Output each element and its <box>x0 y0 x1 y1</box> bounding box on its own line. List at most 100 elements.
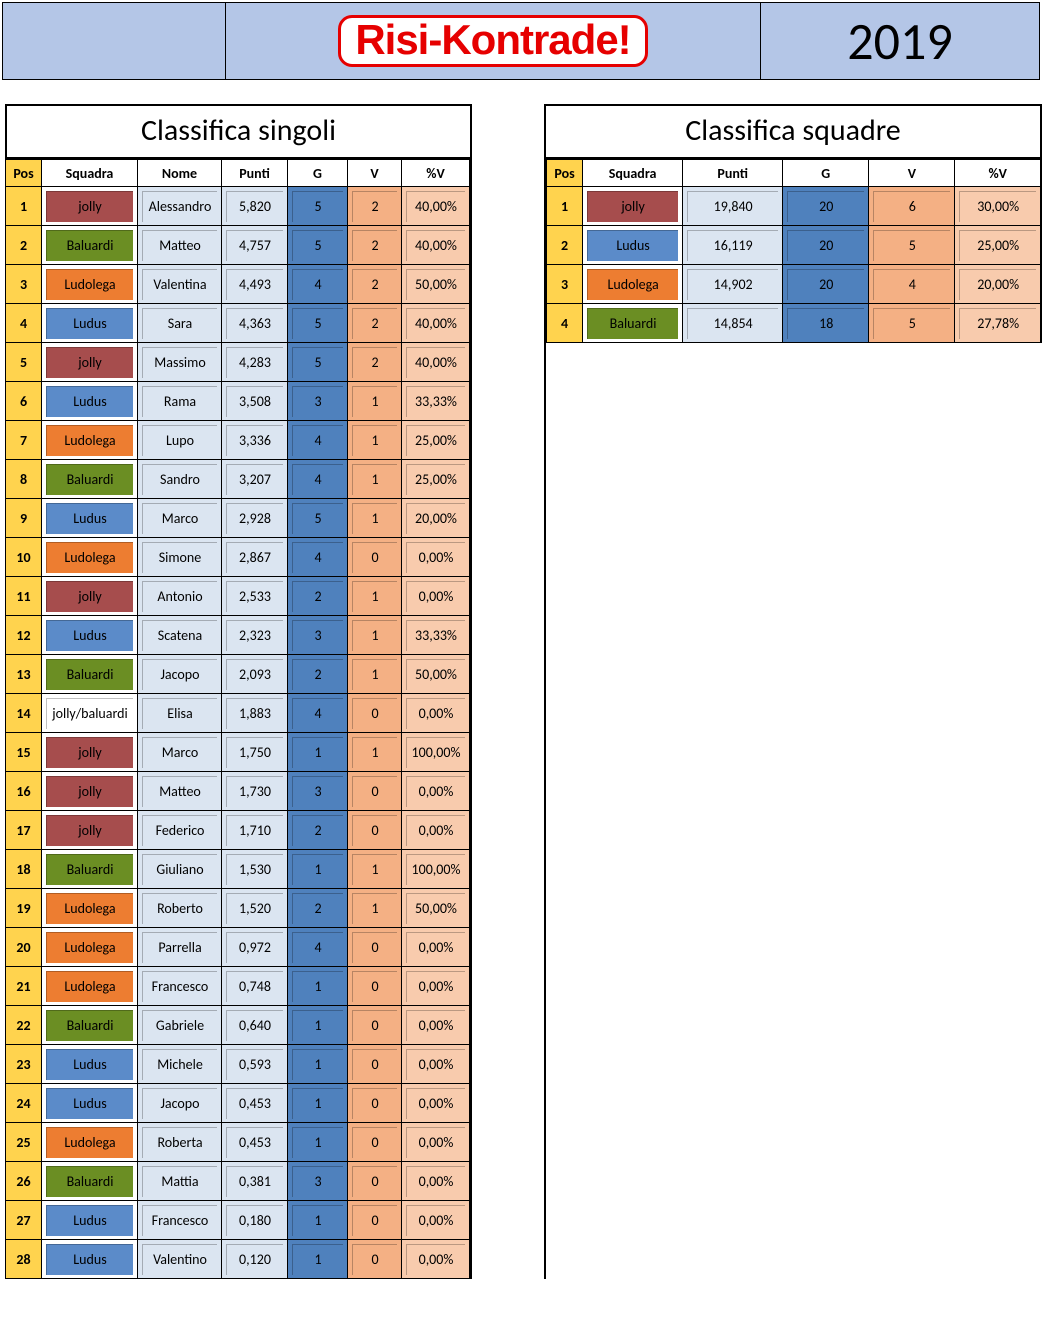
cell-pos: 19 <box>6 889 42 928</box>
squadra-chip: Baluardi <box>46 854 133 885</box>
cell-v: 5 <box>869 304 955 343</box>
squadra-chip: Ludus <box>46 1049 133 1080</box>
col-squadra: Squadra <box>583 160 683 187</box>
cell-squadra: Ludolega <box>42 1123 138 1162</box>
cell-nome: Simone <box>138 538 222 577</box>
col-pv: %V <box>955 160 1041 187</box>
cell-pos: 14 <box>6 694 42 733</box>
cell-g: 1 <box>288 1084 348 1123</box>
cell-v: 1 <box>348 889 402 928</box>
table-row: 7LudolegaLupo3,3364125,00% <box>6 421 470 460</box>
cell-pv: 33,33% <box>402 382 470 421</box>
squadra-chip: Ludus <box>46 620 133 651</box>
table-row: 19LudolegaRoberto1,5202150,00% <box>6 889 470 928</box>
cell-g: 4 <box>288 538 348 577</box>
cell-pv: 40,00% <box>402 343 470 382</box>
cell-punti: 1,520 <box>222 889 288 928</box>
cell-squadra: Baluardi <box>42 460 138 499</box>
col-g: G <box>783 160 869 187</box>
cell-v: 0 <box>348 1162 402 1201</box>
table-row: 23LudusMichele0,593100,00% <box>6 1045 470 1084</box>
table-row: 11jollyAntonio2,533210,00% <box>6 577 470 616</box>
cell-g: 4 <box>288 421 348 460</box>
table-row: 13BaluardiJacopo2,0932150,00% <box>6 655 470 694</box>
header-spacer <box>3 3 226 79</box>
col-pos: Pos <box>547 160 583 187</box>
cell-g: 2 <box>288 655 348 694</box>
cell-nome: Matteo <box>138 772 222 811</box>
cell-punti: 2,093 <box>222 655 288 694</box>
cell-squadra: Ludus <box>42 1240 138 1279</box>
squadra-chip: Ludolega <box>46 893 133 924</box>
cell-squadra: Ludolega <box>42 889 138 928</box>
cell-pv: 0,00% <box>402 811 470 850</box>
cell-squadra: jolly <box>583 187 683 226</box>
cell-pv: 100,00% <box>402 733 470 772</box>
cell-pos: 7 <box>6 421 42 460</box>
cell-punti: 0,180 <box>222 1201 288 1240</box>
cell-v: 1 <box>348 850 402 889</box>
cell-nome: Antonio <box>138 577 222 616</box>
cell-pos: 23 <box>6 1045 42 1084</box>
cell-pv: 100,00% <box>402 850 470 889</box>
cell-pos: 24 <box>6 1084 42 1123</box>
cell-punti: 2,867 <box>222 538 288 577</box>
cell-v: 2 <box>348 304 402 343</box>
cell-pos: 26 <box>6 1162 42 1201</box>
cell-v: 0 <box>348 928 402 967</box>
cell-g: 20 <box>783 265 869 304</box>
cell-v: 1 <box>348 421 402 460</box>
squadra-chip: Baluardi <box>587 308 678 339</box>
cell-v: 1 <box>348 577 402 616</box>
cell-pos: 16 <box>6 772 42 811</box>
squadra-chip: Ludus <box>46 1088 133 1119</box>
cell-nome: Sandro <box>138 460 222 499</box>
cell-pos: 13 <box>6 655 42 694</box>
table-row: 5jollyMassimo4,2835240,00% <box>6 343 470 382</box>
cell-punti: 2,928 <box>222 499 288 538</box>
col-pv: %V <box>402 160 470 187</box>
cell-nome: Roberto <box>138 889 222 928</box>
cell-nome: Parrella <box>138 928 222 967</box>
squadra-chip: Baluardi <box>46 230 133 261</box>
cell-pos: 27 <box>6 1201 42 1240</box>
table-row: 26BaluardiMattia0,381300,00% <box>6 1162 470 1201</box>
cell-pv: 25,00% <box>955 226 1041 265</box>
cell-punti: 14,902 <box>683 265 783 304</box>
squadra-chip: jolly <box>46 815 133 846</box>
header-year: 2019 <box>761 3 1039 79</box>
cell-pv: 0,00% <box>402 772 470 811</box>
cell-nome: Jacopo <box>138 655 222 694</box>
cell-punti: 1,730 <box>222 772 288 811</box>
cell-squadra: jolly <box>42 733 138 772</box>
cell-squadra: Ludus <box>42 1201 138 1240</box>
cell-pv: 50,00% <box>402 889 470 928</box>
cell-nome: Alessandro <box>138 187 222 226</box>
cell-punti: 0,748 <box>222 967 288 1006</box>
cell-punti: 2,323 <box>222 616 288 655</box>
cell-punti: 5,820 <box>222 187 288 226</box>
cell-g: 1 <box>288 1006 348 1045</box>
cell-pv: 0,00% <box>402 1045 470 1084</box>
cell-squadra: jolly <box>42 577 138 616</box>
col-nome: Nome <box>138 160 222 187</box>
cell-nome: Marco <box>138 499 222 538</box>
squadra-chip: jolly <box>46 581 133 612</box>
cell-squadra: jolly <box>42 772 138 811</box>
table-row: 25LudolegaRoberta0,453100,00% <box>6 1123 470 1162</box>
squadra-chip: Ludus <box>46 308 133 339</box>
cell-g: 1 <box>288 733 348 772</box>
cell-pos: 6 <box>6 382 42 421</box>
cell-v: 0 <box>348 811 402 850</box>
cell-v: 0 <box>348 967 402 1006</box>
cell-g: 2 <box>288 811 348 850</box>
squadra-chip: Ludolega <box>46 971 133 1002</box>
cell-v: 0 <box>348 772 402 811</box>
table-row: 21LudolegaFrancesco0,748100,00% <box>6 967 470 1006</box>
cell-g: 5 <box>288 499 348 538</box>
cell-pv: 0,00% <box>402 1240 470 1279</box>
cell-pv: 25,00% <box>402 460 470 499</box>
cell-punti: 0,381 <box>222 1162 288 1201</box>
cell-g: 4 <box>288 460 348 499</box>
cell-punti: 0,453 <box>222 1084 288 1123</box>
